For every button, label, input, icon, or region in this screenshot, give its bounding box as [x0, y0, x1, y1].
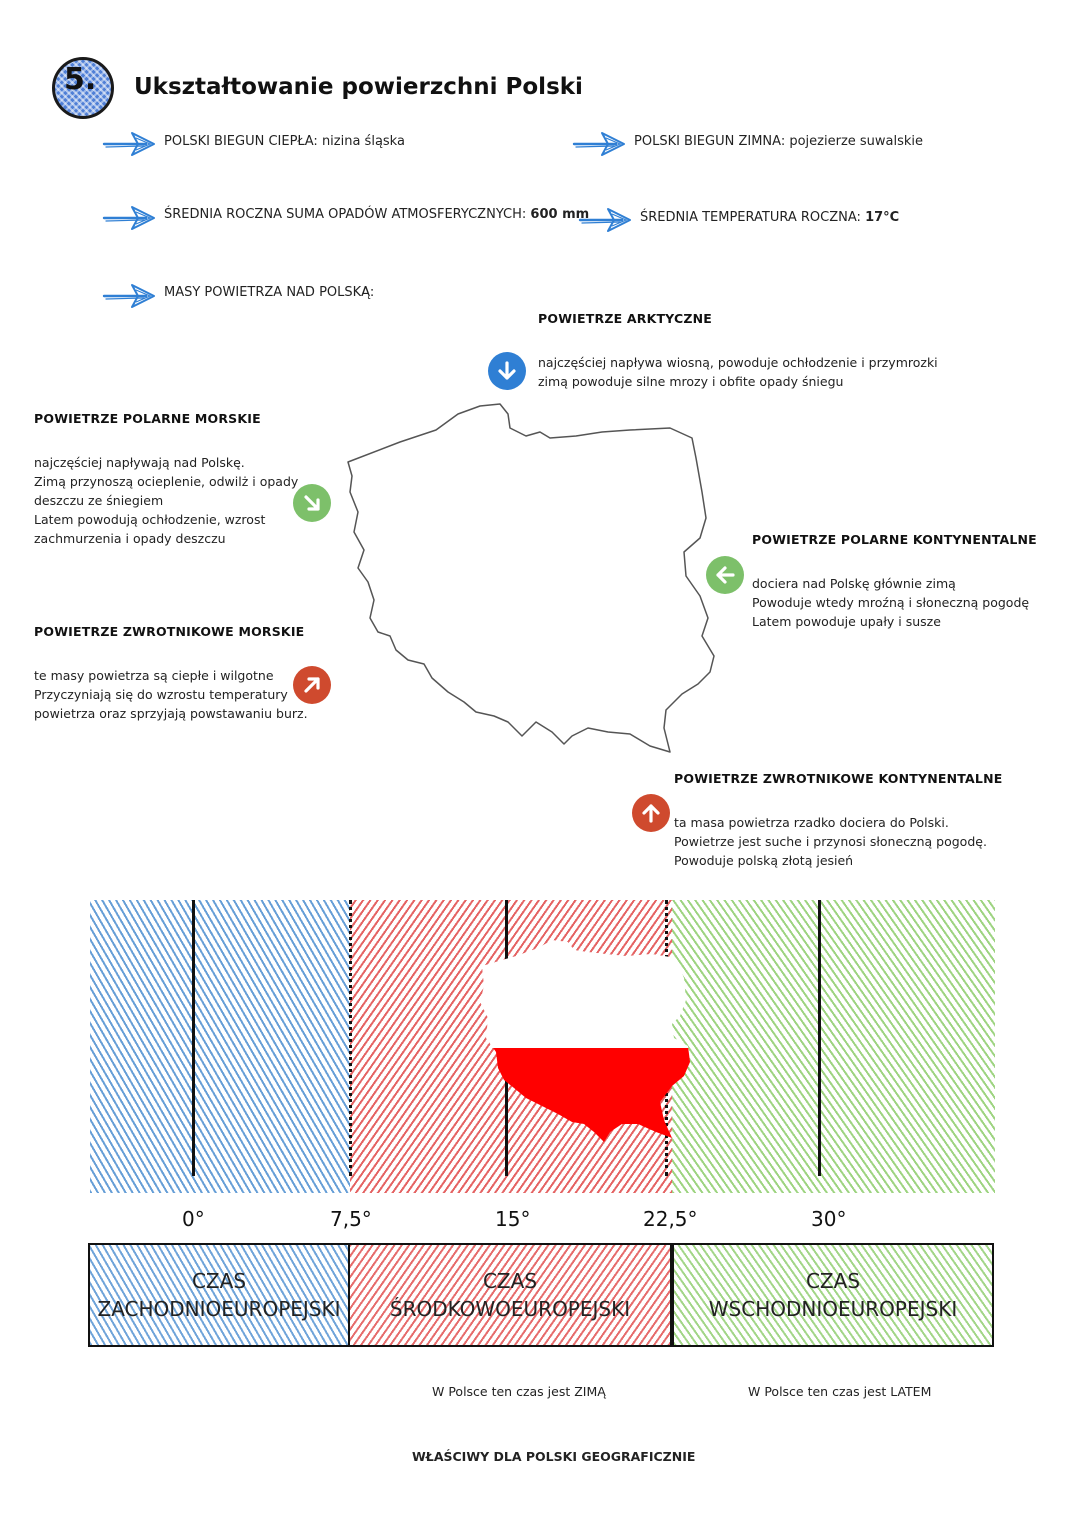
poland-flag-map — [480, 940, 690, 1142]
arrow-up-icon — [632, 794, 670, 832]
section-number-badge — [52, 57, 114, 119]
fact-precipitation-value: 600 mm — [530, 207, 590, 222]
desc-line: zachmurzenia i opady deszczu — [34, 531, 226, 546]
fact-temperature: ŚREDNIA TEMPERATURA ROCZNA: 17°C — [640, 210, 899, 225]
time-zone-band-east — [672, 900, 995, 1193]
heading-tropical-continental: POWIETRZE ZWROTNIKOWE KONTYNENTALNE — [674, 771, 1003, 786]
desc-line: Zimą przynoszą ocieplenie, odwilż i opad… — [34, 474, 299, 489]
time-zone-label: CZAS — [191, 1269, 247, 1293]
time-zone-band-west — [90, 900, 350, 1193]
time-zone-name: WSCHODNIOEUROPEJSKI — [708, 1297, 958, 1321]
fact-hot-pole-value: nizina śląska — [321, 134, 405, 149]
time-zone-label: CZAS — [482, 1269, 538, 1293]
desc-line: deszczu ze śniegiem — [34, 493, 164, 508]
desc-line: ta masa powietrza rzadko dociera do Pols… — [674, 815, 949, 830]
fact-temperature-value: 17°C — [865, 210, 900, 225]
desc-line: Powietrze jest suche i przynosi słoneczn… — [674, 834, 987, 849]
arrow-right-icon — [102, 282, 158, 310]
arrow-right-icon — [102, 204, 158, 232]
fact-hot-pole: POLSKI BIEGUN CIEPŁA: nizina śląska — [164, 134, 405, 149]
desc-line: dociera nad Polskę głównie zimą — [752, 576, 956, 591]
fact-hot-pole-label: POLSKI BIEGUN CIEPŁA: — [164, 134, 318, 149]
desc-line: zimą powoduje silne mrozy i obfite opady… — [538, 374, 844, 389]
arrow-right-icon — [578, 206, 634, 234]
fact-precipitation-label: ŚREDNIA ROCZNA SUMA OPADÓW ATMOSFERYCZNY… — [164, 207, 527, 222]
heading-polar-continental: POWIETRZE POLARNE KONTYNENTALNE — [752, 532, 1037, 547]
desc-line: Powoduje polską złotą jesień — [674, 853, 854, 868]
section-number: 5. — [64, 62, 97, 97]
desc-tropical-continental: ta masa powietrza rzadko dociera do Pols… — [674, 813, 987, 870]
fact-cold-pole: POLSKI BIEGUN ZIMNA: pojezierze suwalski… — [634, 134, 923, 149]
desc-polar-maritime: najczęściej napływają nad Polskę. Zimą p… — [34, 453, 298, 548]
note-geographic: WŁAŚCIWY DLA POLSKI GEOGRAFICZNIE — [412, 1449, 696, 1464]
desc-polar-continental: dociera nad Polskę głównie zimą Powoduje… — [752, 574, 1029, 631]
time-zone-name: ZACHODNIOEUROPEJSKI — [97, 1297, 341, 1321]
page-title: Ukształtowanie powierzchni Polski — [134, 74, 583, 100]
time-zone-west: CZAS ZACHODNIOEUROPEJSKI — [88, 1243, 350, 1347]
zone-border-line — [349, 900, 352, 1176]
fact-precipitation: ŚREDNIA ROCZNA SUMA OPADÓW ATMOSFERYCZNY… — [164, 207, 589, 222]
fact-cold-pole-label: POLSKI BIEGUN ZIMNA: — [634, 134, 786, 149]
arrow-down-right-icon — [293, 484, 331, 522]
degree-label: 7,5° — [330, 1207, 372, 1231]
fact-temperature-label: ŚREDNIA TEMPERATURA ROCZNA: — [640, 210, 861, 225]
desc-line: Przyczyniają się do wzrostu temperatury — [34, 687, 288, 702]
desc-line: powietrza oraz sprzyjają powstawaniu bur… — [34, 706, 308, 721]
desc-line: najczęściej napływają nad Polskę. — [34, 455, 245, 470]
heading-tropical-maritime: POWIETRZE ZWROTNIKOWE MORSKIE — [34, 624, 305, 639]
arrow-right-icon — [102, 130, 158, 158]
desc-line: najczęściej napływa wiosną, powoduje och… — [538, 355, 938, 370]
meridian-line — [818, 900, 821, 1176]
arrow-up-right-icon — [293, 666, 331, 704]
desc-arctic: najczęściej napływa wiosną, powoduje och… — [538, 353, 938, 391]
arrow-right-icon — [572, 130, 628, 158]
desc-line: te masy powietrza są ciepłe i wilgotne — [34, 668, 274, 683]
degree-label: 15° — [495, 1207, 531, 1231]
desc-line: Powoduje wtedy mroźną i słoneczną pogodę — [752, 595, 1030, 610]
fact-air-masses: MASY POWIETRZA NAD POLSKĄ: — [164, 285, 375, 300]
heading-arctic: POWIETRZE ARKTYCZNE — [538, 311, 713, 326]
degree-label: 30° — [811, 1207, 847, 1231]
meridian-line — [192, 900, 195, 1176]
degree-label: 0° — [182, 1207, 205, 1231]
note-summer: W Polsce ten czas jest LATEM — [748, 1384, 932, 1399]
time-zone-central: CZAS ŚRODKOWOEUROPEJSKI — [350, 1243, 672, 1347]
heading-polar-maritime: POWIETRZE POLARNE MORSKIE — [34, 411, 261, 426]
arrow-down-icon — [488, 352, 526, 390]
time-zone-name: ŚRODKOWOEUROPEJSKI — [389, 1297, 631, 1321]
desc-line: Latem powodują ochłodzenie, wzrost — [34, 512, 266, 527]
fact-cold-pole-value: pojezierze suwalskie — [789, 134, 924, 149]
poland-outline-map — [347, 403, 715, 753]
time-zone-east: CZAS WSCHODNIOEUROPEJSKI — [672, 1243, 994, 1347]
time-zone-label: CZAS — [805, 1269, 861, 1293]
note-winter: W Polsce ten czas jest ZIMĄ — [432, 1384, 606, 1399]
desc-line: Latem powoduje upały i susze — [752, 614, 941, 629]
arrow-left-icon — [706, 556, 744, 594]
degree-label: 22,5° — [643, 1207, 698, 1231]
desc-tropical-maritime: te masy powietrza są ciepłe i wilgotne P… — [34, 666, 308, 723]
